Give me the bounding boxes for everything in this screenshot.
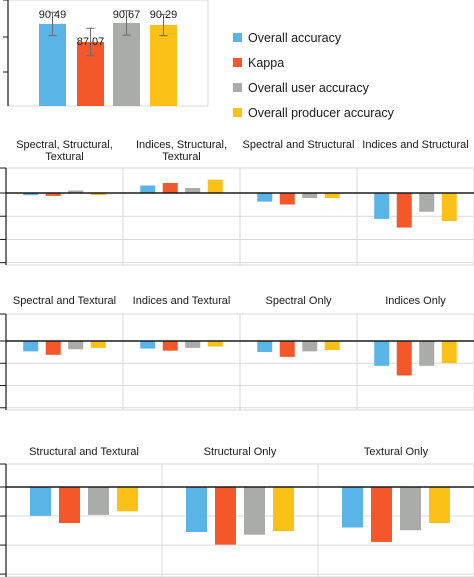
baseline-bar-3 bbox=[150, 24, 177, 107]
bar-r0-p3-s3 bbox=[441, 193, 457, 222]
panel-title-r2-p1-line0: Structural Only bbox=[204, 446, 277, 458]
bar-r2-p0-s2 bbox=[88, 487, 109, 515]
panel-title-r1-p3-line0: Indices Only bbox=[385, 295, 446, 307]
bar-r1-p3-s1 bbox=[396, 341, 412, 376]
legend-swatch-0 bbox=[233, 33, 242, 42]
baseline-value-label-2: 90.67 bbox=[113, 9, 141, 21]
bar-r2-p1-s2 bbox=[244, 487, 265, 535]
bar-r1-p1-s1 bbox=[162, 341, 178, 351]
bar-r0-p1-s2 bbox=[185, 188, 201, 193]
panel-title-r0-p3-line0: Indices and Structural bbox=[362, 139, 468, 151]
bar-r0-p3-s1 bbox=[396, 193, 412, 228]
legend-entry-0: Overall accuracy bbox=[248, 31, 342, 45]
bar-r0-p2-s1 bbox=[279, 193, 295, 205]
bar-r1-p2-s3 bbox=[324, 341, 340, 350]
panel-title-r1-p1-line0: Indices and Textural bbox=[133, 295, 231, 307]
panel-title-r0-p1-line0: Indices, Structural, bbox=[136, 139, 227, 151]
bar-r1-p2-s2 bbox=[302, 341, 318, 352]
bar-r2-p2-s0 bbox=[342, 487, 363, 528]
bar-r2-p2-s1 bbox=[371, 487, 392, 542]
bar-r2-p1-s0 bbox=[186, 487, 207, 532]
bar-r1-p2-s0 bbox=[257, 341, 273, 353]
bar-r2-p1-s1 bbox=[215, 487, 236, 545]
panel-title-r0-p0-line0: Spectral, Structural, bbox=[16, 139, 113, 151]
bar-r2-p0-s0 bbox=[30, 487, 51, 516]
panel-title-r2-p0-line0: Structural and Textural bbox=[29, 446, 139, 458]
bar-r1-p3-s0 bbox=[374, 341, 390, 366]
bar-r0-p1-s3 bbox=[207, 179, 223, 193]
bar-r0-p3-s0 bbox=[374, 193, 390, 219]
bar-r1-p0-s3 bbox=[90, 341, 106, 348]
panel-title-r2-p2-line0: Textural Only bbox=[364, 446, 429, 458]
bar-r1-p1-s2 bbox=[185, 341, 201, 348]
bar-r1-p1-s3 bbox=[207, 341, 223, 347]
bar-r0-p1-s1 bbox=[162, 183, 178, 193]
baseline-value-label-3: 90.29 bbox=[150, 9, 178, 21]
panel-title-r0-p1-line1: Textural bbox=[162, 151, 201, 163]
legend-swatch-2 bbox=[233, 83, 242, 92]
panel-title-r1-p2-line0: Spectral Only bbox=[265, 295, 332, 307]
bar-r0-p2-s3 bbox=[324, 193, 340, 199]
legend-swatch-1 bbox=[233, 58, 242, 67]
legend-entry-2: Overall user accuracy bbox=[248, 81, 370, 95]
bar-r1-p3-s3 bbox=[441, 341, 457, 364]
legend-entry-3: Overall producer accuracy bbox=[248, 106, 395, 120]
bar-r1-p0-s0 bbox=[23, 341, 39, 352]
baseline-bar-2 bbox=[113, 22, 140, 107]
legend-entry-1: Kappa bbox=[248, 56, 284, 70]
legend-swatch-3 bbox=[233, 108, 242, 117]
bar-r0-p1-s0 bbox=[140, 185, 156, 193]
bar-r0-p0-s2 bbox=[68, 190, 84, 193]
bar-r2-p1-s3 bbox=[273, 487, 294, 532]
panel-title-r0-p0-line1: Textural bbox=[45, 151, 84, 163]
panel-title-r1-p0-line0: Spectral and Textural bbox=[13, 295, 116, 307]
baseline-value-label-0: 90.49 bbox=[39, 9, 67, 21]
bar-r0-p3-s2 bbox=[419, 193, 435, 212]
bar-r1-p0-s1 bbox=[45, 341, 61, 355]
bar-r2-p2-s2 bbox=[400, 487, 421, 531]
baseline-value-label-1: 87.07 bbox=[77, 36, 105, 48]
bar-r1-p1-s0 bbox=[140, 341, 156, 349]
bar-r1-p0-s2 bbox=[68, 341, 84, 350]
bar-r0-p0-s3 bbox=[90, 193, 106, 196]
panel-title-r0-p2-line0: Spectral and Structural bbox=[243, 139, 355, 151]
bar-r1-p3-s2 bbox=[419, 341, 435, 366]
bar-r1-p2-s1 bbox=[279, 341, 295, 357]
bar-r0-p0-s1 bbox=[45, 193, 61, 196]
bar-r2-p2-s3 bbox=[429, 487, 450, 523]
bar-r2-p0-s3 bbox=[117, 487, 138, 512]
baseline-bar-0 bbox=[39, 23, 66, 106]
bar-r2-p0-s1 bbox=[59, 487, 80, 523]
bar-r0-p2-s2 bbox=[302, 193, 318, 199]
bar-r0-p0-s0 bbox=[23, 193, 39, 196]
bar-r0-p2-s0 bbox=[257, 193, 273, 202]
